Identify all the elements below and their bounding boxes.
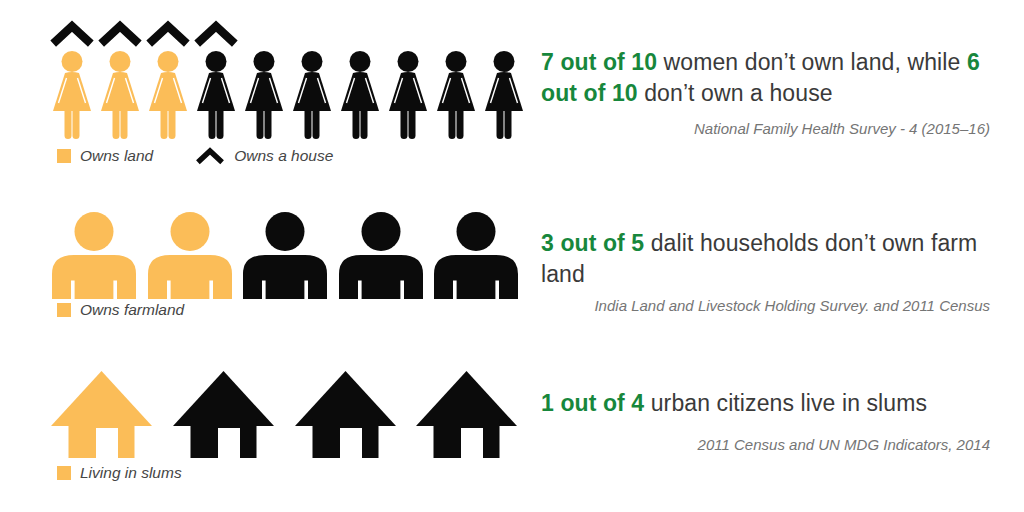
legend: Living in slums — [57, 464, 182, 482]
headline: 1 out of 4 urban citizens live in slums — [541, 388, 990, 419]
legend-label: Living in slums — [80, 464, 182, 482]
house-icon — [416, 371, 517, 458]
source-text: 2011 Census and UN MDG Indicators, 2014 — [541, 435, 990, 455]
row-urban-slums: Living in slums 1 out of 4 urban citizen… — [0, 0, 1024, 512]
house-icon — [295, 371, 396, 458]
headline-text: urban citizens live in slums — [644, 390, 927, 416]
living-in-slums-swatch-icon — [57, 466, 71, 480]
infographic-canvas: Owns land Owns a house 7 out of 10 women… — [0, 0, 1024, 512]
legend-item: Living in slums — [57, 464, 182, 482]
house-icon — [173, 371, 274, 458]
stat-text-block: 1 out of 4 urban citizens live in slums … — [541, 388, 990, 455]
house-icon — [51, 371, 152, 458]
headline-line: 1 out of 4 urban citizens live in slums — [541, 388, 990, 419]
headline-stat: 1 out of 4 — [541, 390, 644, 416]
